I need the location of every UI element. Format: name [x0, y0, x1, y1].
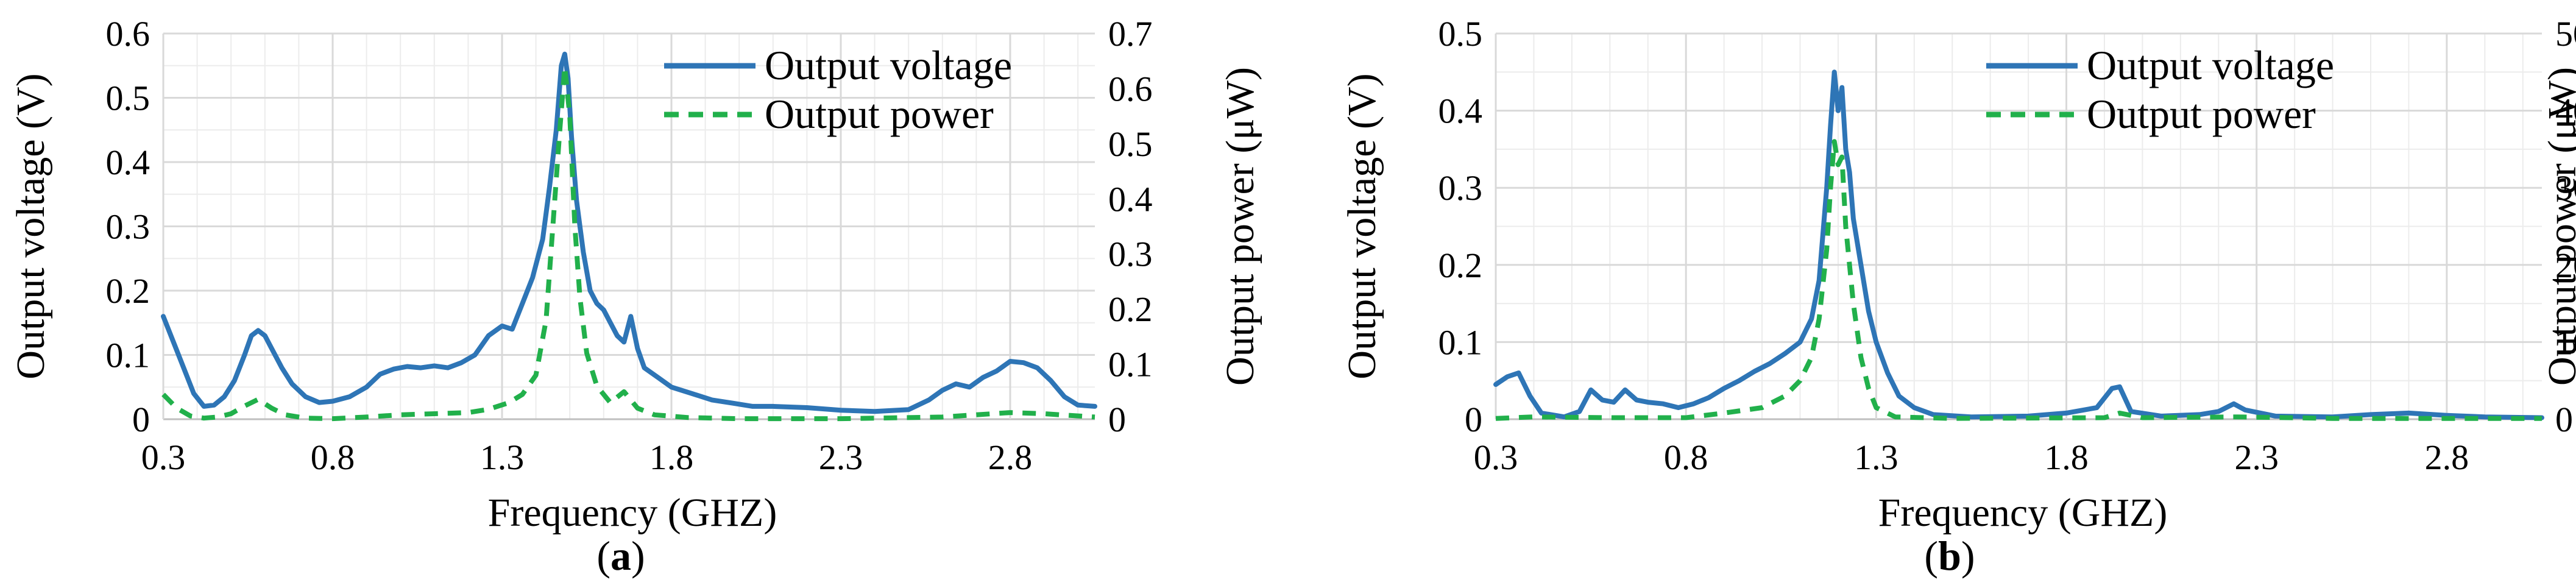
x-tick-label: 2.8: [2425, 437, 2469, 477]
x-axis-title: Frequency (GHZ): [488, 491, 777, 535]
legend-label: Output power: [765, 91, 994, 137]
y-right-tick-label: 50: [2555, 14, 2576, 54]
y-left-tick-label: 0.5: [106, 79, 150, 118]
x-tick-label: 2.3: [819, 437, 863, 477]
x-tick-label: 0.3: [141, 437, 186, 477]
y-left-tick-label: 0.6: [106, 14, 150, 54]
caption-letter: b: [1938, 533, 1961, 579]
x-tick-label: 2.3: [2234, 437, 2279, 477]
chart-panel-a: 0 0.1 0.2 0.3 0.4 0.5 0.6 0 0.1 0.2 0.3 0.4 0.5 0.6 0.…: [9, 14, 1262, 579]
y-left-tick-label: 0: [1465, 400, 1482, 439]
legend-label: Output power: [2087, 91, 2316, 137]
y-right-tick-label: 0.3: [1108, 235, 1153, 274]
x-tick-label: 1.8: [649, 437, 694, 477]
y-right-tick-label: 10: [2555, 322, 2576, 362]
y-right-tick-label: 40: [2555, 91, 2576, 131]
series-line-output-power: [161, 64, 1095, 422]
y-right-tick-label: 0: [2555, 400, 2573, 439]
y-right-tick-label: 0.4: [1108, 179, 1153, 219]
chart-panel-b: 0 0.1 0.2 0.3 0.4 0.5 0 10 20 30 40 50 0.3 0.8 1.3 1.8 2…: [1340, 14, 2576, 579]
x-tick-label: 1.3: [480, 437, 525, 477]
caption-paren-close: ): [1961, 533, 1975, 579]
legend-label: Output voltage: [2087, 42, 2334, 88]
y-left-tick-label: 0.4: [106, 143, 150, 182]
y-left-tick-label: 0.4: [1438, 91, 1483, 131]
panel-caption: (b): [1924, 533, 1975, 579]
y-right-tick-label: 0.5: [1108, 124, 1153, 164]
y-right-tick-label: 0.7: [1108, 14, 1153, 54]
y-right-tick-label: 30: [2555, 168, 2576, 208]
y-right-axis-title: Output power (μW): [1218, 67, 1262, 386]
y-right-tick-label: 0: [1108, 400, 1126, 439]
series-line-output-voltage: [1493, 69, 2544, 420]
series-line-output-power: [1495, 139, 2542, 421]
x-axis-title: Frequency (GHZ): [1878, 491, 2168, 535]
x-tick-label: 1.8: [2044, 437, 2089, 477]
x-tick-label: 0.8: [1664, 437, 1708, 477]
panel-caption: (a): [596, 533, 645, 579]
y-left-tick-label: 0.2: [106, 271, 150, 311]
y-left-tick-label: 0.2: [1438, 246, 1483, 285]
y-left-tick-label: 0.3: [1438, 168, 1483, 208]
y-left-tick-label: 0.1: [1438, 322, 1483, 362]
y-left-tick-label: 0.5: [1438, 14, 1483, 54]
y-left-axis-title: Output voltage (V): [9, 73, 53, 379]
y-left-tick-label: 0: [132, 400, 150, 439]
caption-letter: a: [610, 533, 631, 579]
x-tick-label: 2.8: [988, 437, 1033, 477]
y-left-axis-title: Output voltage (V): [1340, 73, 1384, 379]
caption-paren-close: ): [631, 533, 645, 579]
x-tick-label: 0.3: [1474, 437, 1518, 477]
x-tick-label: 1.3: [1854, 437, 1898, 477]
y-right-tick-label: 0.6: [1108, 69, 1153, 108]
caption-paren-open: (: [596, 533, 610, 579]
caption-paren-open: (: [1924, 533, 1938, 579]
y-left-tick-label: 0.1: [106, 336, 150, 375]
y-right-tick-label: 0.2: [1108, 289, 1153, 329]
series-line-output-voltage: [161, 51, 1097, 414]
y-right-axis-title: Output power (μW): [2540, 67, 2576, 386]
y-left-tick-label: 0.3: [106, 207, 150, 247]
legend-label: Output voltage: [765, 42, 1012, 88]
x-tick-label: 0.8: [311, 437, 355, 477]
y-right-tick-label: 0.1: [1108, 345, 1153, 384]
y-right-tick-label: 20: [2555, 246, 2576, 285]
